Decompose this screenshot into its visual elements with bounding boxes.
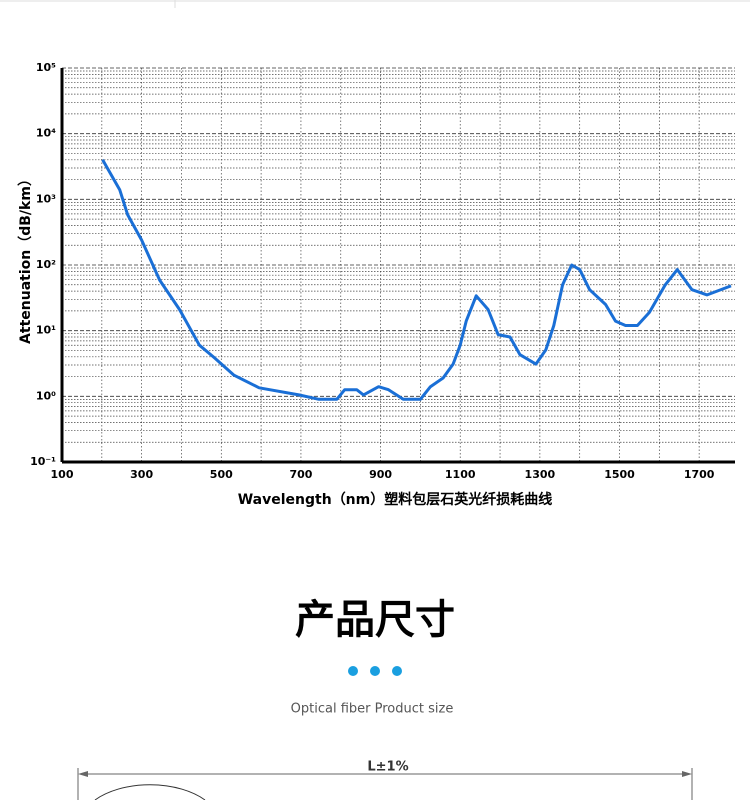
x-tick-label: 700 (289, 468, 312, 481)
dot (348, 666, 358, 676)
y-tick-label: 10⁻¹ (30, 455, 56, 468)
x-tick-label: 1300 (525, 468, 556, 481)
fiber-outline (94, 784, 206, 801)
x-axis-label: Wavelength（nm）塑料包层石英光纤损耗曲线 (238, 491, 553, 508)
x-tick-label: 900 (369, 468, 392, 481)
x-tick-label: 500 (210, 468, 233, 481)
dot (370, 666, 380, 676)
x-tick-label: 1100 (445, 468, 476, 481)
y-axis-label: Attenuation（dB/km） (18, 172, 34, 344)
attenuation-line (101, 159, 732, 401)
y-tick-label: 10³ (36, 192, 56, 205)
section-subtitle: Optical fiber Product size (291, 702, 454, 717)
y-tick-label: 10¹ (36, 324, 56, 337)
dimension-label: L±1% (367, 760, 408, 775)
section-title: 产品尺寸 (295, 597, 455, 643)
x-tick-label: 1700 (684, 468, 715, 481)
y-tick-label: 10² (36, 258, 56, 271)
x-tick-label: 100 (51, 468, 74, 481)
y-tick-label: 10⁰ (36, 389, 56, 402)
x-tick-label: 300 (130, 468, 153, 481)
y-tick-label: 10⁴ (36, 127, 56, 140)
dot (392, 666, 402, 676)
x-tick-label: 1500 (604, 468, 635, 481)
y-tick-label: 10⁵ (36, 61, 56, 74)
